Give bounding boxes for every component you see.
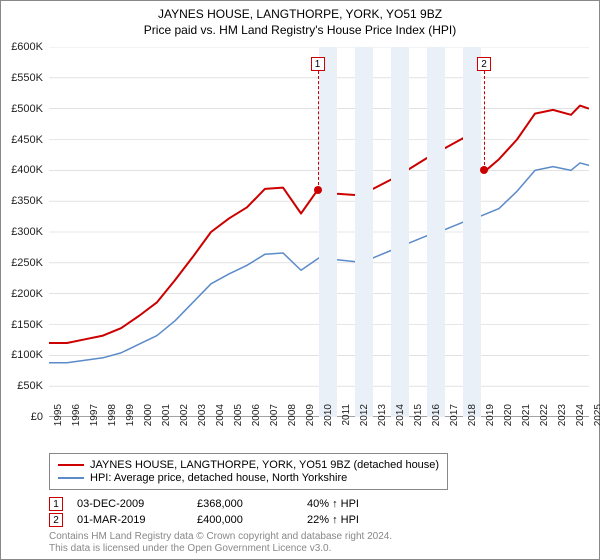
y-tick-label: £400K	[3, 164, 43, 176]
x-tick-label: 1995	[53, 404, 64, 434]
x-tick-label: 2022	[539, 404, 550, 434]
x-tick-label: 2025	[593, 404, 600, 434]
y-tick-label: £350K	[3, 195, 43, 207]
x-tick-label: 2007	[269, 404, 280, 434]
x-tick-label: 1996	[71, 404, 82, 434]
x-tick-label: 2021	[521, 404, 532, 434]
sales-table: 1 03-DEC-2009£368,00040% ↑ HPI 2 01-MAR-201…	[49, 495, 407, 529]
legend-label: JAYNES HOUSE, LANGTHORPE, YORK, YO51 9BZ…	[90, 459, 439, 471]
sale-marker-dot	[314, 186, 322, 194]
x-tick-label: 2008	[287, 404, 298, 434]
year-shade	[427, 47, 445, 417]
x-tick-label: 2010	[323, 404, 334, 434]
sale-marker-line	[318, 71, 319, 190]
footer-line-1: Contains HM Land Registry data © Crown c…	[49, 531, 392, 543]
y-tick-label: £100K	[3, 349, 43, 361]
x-tick-label: 2004	[215, 404, 226, 434]
x-tick-label: 2015	[413, 404, 424, 434]
x-tick-label: 1998	[107, 404, 118, 434]
x-tick-label: 2020	[503, 404, 514, 434]
y-tick-label: £0	[3, 411, 43, 423]
x-tick-label: 2000	[143, 404, 154, 434]
sale-pct: 40% ↑ HPI	[307, 498, 407, 510]
footer-line-2: This data is licensed under the Open Gov…	[49, 543, 392, 555]
legend-swatch	[58, 477, 84, 479]
x-tick-label: 2011	[341, 404, 352, 434]
x-tick-label: 2009	[305, 404, 316, 434]
sale-row: 1 03-DEC-2009£368,00040% ↑ HPI	[49, 497, 407, 511]
y-tick-label: £300K	[3, 226, 43, 238]
y-tick-label: £150K	[3, 319, 43, 331]
x-tick-label: 2024	[575, 404, 586, 434]
y-tick-label: £250K	[3, 257, 43, 269]
sale-price: £400,000	[197, 514, 307, 526]
year-shade	[319, 47, 337, 417]
year-shade	[391, 47, 409, 417]
year-shade	[355, 47, 373, 417]
footer-attribution: Contains HM Land Registry data © Crown c…	[49, 531, 392, 555]
legend-label: HPI: Average price, detached house, Nort…	[90, 472, 347, 484]
sale-row: 2 01-MAR-2019£400,00022% ↑ HPI	[49, 513, 407, 527]
sale-marker-box: 2	[477, 57, 491, 71]
sale-row-marker: 1	[49, 497, 63, 511]
legend-swatch	[58, 464, 84, 466]
sale-marker-line	[484, 71, 485, 170]
sale-marker-dot	[480, 166, 488, 174]
y-tick-label: £450K	[3, 134, 43, 146]
x-tick-label: 2023	[557, 404, 568, 434]
legend-row: JAYNES HOUSE, LANGTHORPE, YORK, YO51 9BZ…	[58, 459, 439, 471]
y-tick-label: £550K	[3, 72, 43, 84]
sale-date: 01-MAR-2019	[77, 514, 197, 526]
x-tick-label: 2005	[233, 404, 244, 434]
sale-row-marker: 2	[49, 513, 63, 527]
page-title: JAYNES HOUSE, LANGTHORPE, YORK, YO51 9BZ	[1, 7, 599, 21]
x-tick-label: 1997	[89, 404, 100, 434]
y-tick-label: £200K	[3, 288, 43, 300]
x-tick-label: 2016	[431, 404, 442, 434]
x-tick-label: 2013	[377, 404, 388, 434]
y-tick-label: £50K	[3, 380, 43, 392]
chart-container: JAYNES HOUSE, LANGTHORPE, YORK, YO51 9BZ…	[0, 0, 600, 560]
page-subtitle: Price paid vs. HM Land Registry's House …	[1, 23, 599, 37]
year-shade	[463, 47, 481, 417]
x-tick-label: 2018	[467, 404, 478, 434]
x-tick-label: 2001	[161, 404, 172, 434]
y-tick-label: £600K	[3, 41, 43, 53]
legend-box: JAYNES HOUSE, LANGTHORPE, YORK, YO51 9BZ…	[49, 453, 448, 490]
x-tick-label: 2012	[359, 404, 370, 434]
x-tick-label: 2006	[251, 404, 262, 434]
y-tick-label: £500K	[3, 103, 43, 115]
sale-pct: 22% ↑ HPI	[307, 514, 407, 526]
x-tick-label: 2003	[197, 404, 208, 434]
sale-date: 03-DEC-2009	[77, 498, 197, 510]
x-tick-label: 1999	[125, 404, 136, 434]
sale-marker-box: 1	[311, 57, 325, 71]
chart-plot-area: 12	[49, 47, 589, 417]
x-tick-label: 2019	[485, 404, 496, 434]
sale-price: £368,000	[197, 498, 307, 510]
x-tick-label: 2017	[449, 404, 460, 434]
x-tick-label: 2014	[395, 404, 406, 434]
x-tick-label: 2002	[179, 404, 190, 434]
legend-row: HPI: Average price, detached house, Nort…	[58, 472, 439, 484]
